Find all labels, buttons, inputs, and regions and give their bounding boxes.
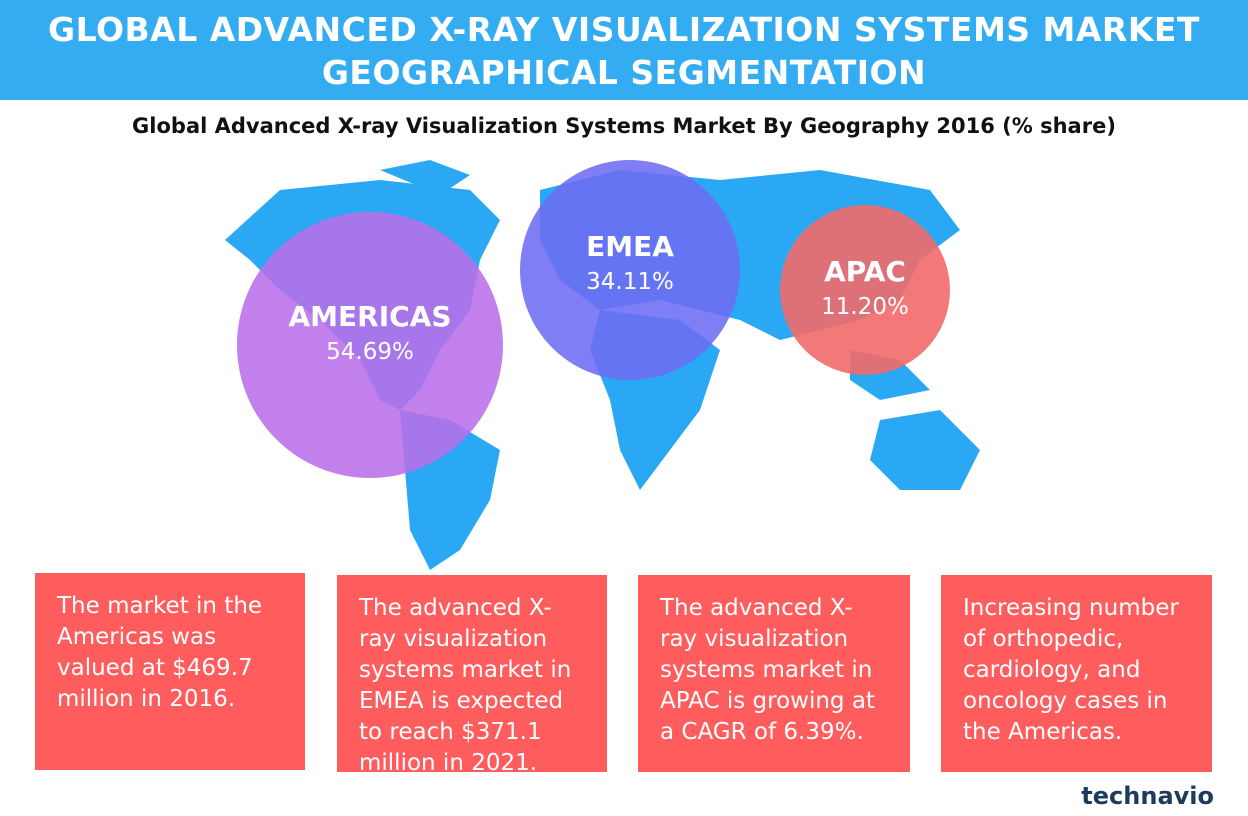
header: GLOBAL ADVANCED X-RAY VISUALIZATION SYST… [0,0,1248,100]
region-share: 34.11% [586,269,674,295]
region-label: AMERICAS 54.69% [270,300,470,365]
subtitle: Global Advanced X-ray Visualization Syst… [132,114,1116,138]
info-box: The advanced X-ray visualization systems… [638,575,910,772]
region-share: 54.69% [326,339,414,365]
title-line: GEOGRAPHICAL SEGMENTATION [321,53,927,92]
region-share: 11.20% [821,294,909,320]
region-circles [237,160,950,478]
region-label: APAC 11.20% [765,255,965,320]
title-line: GLOBAL ADVANCED X-RAY VISUALIZATION SYST… [48,10,1200,49]
region-name: APAC [824,255,906,288]
info-box: The market in the Americas was valued at… [35,573,305,770]
info-box: The advanced X-ray visualization systems… [337,575,607,776]
americas-circle [237,212,503,478]
region-name: EMEA [586,230,674,263]
region-label: EMEA 34.11% [530,230,730,295]
info-box: Increasing number of orthopedic, cardiol… [941,575,1212,772]
world-map [225,160,980,570]
region-name: AMERICAS [288,300,452,333]
apac-circle [780,205,950,375]
logo: technavio [1081,782,1214,810]
emea-circle [520,160,740,380]
